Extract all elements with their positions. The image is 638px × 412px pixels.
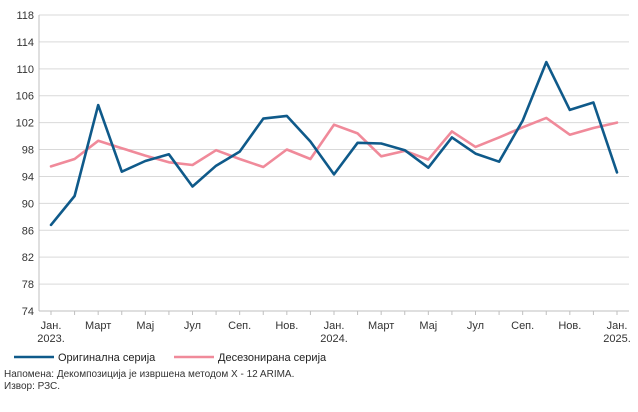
y-tick-102: 102 [16, 118, 34, 130]
x-tick-label: 2025. [603, 333, 631, 345]
x-tick-label: Јул [184, 320, 201, 332]
x-tick-labels: Јан.2023.Март Мај Јул Сеп. Нов. Јан.2024.Март… [37, 320, 631, 345]
x-tick-label: Мај [136, 320, 154, 332]
legend-label-0: Оригинална серија [58, 352, 156, 364]
y-tick-106: 106 [16, 91, 34, 103]
x-tick-label: Јан. [41, 320, 62, 332]
x-tick-label: Сеп. [228, 320, 251, 332]
series-line-0 [49, 60, 619, 227]
y-tick-110: 110 [16, 64, 34, 76]
x-tick-label: Јул [467, 320, 484, 332]
note-text: Напомена: Декомпозиција је извршена мето… [4, 369, 295, 380]
x-tick-label: Нов. [558, 320, 581, 332]
x-tick-label: Јан. [607, 320, 628, 332]
y-tick-90: 90 [22, 198, 34, 210]
x-tick-label: Март [368, 320, 394, 332]
x-tick-label: Мај [419, 320, 437, 332]
axes [38, 15, 629, 315]
legend-label-1: Десезонирана серија [218, 352, 327, 364]
y-tick-86: 86 [22, 225, 34, 237]
legend: Оригинална серија Десезонирана серија [14, 352, 327, 364]
y-tick-118: 118 [16, 10, 34, 22]
x-tick-label: Јан. [324, 320, 345, 332]
series-line-1 [49, 116, 619, 169]
x-tick-label: 2023. [37, 333, 65, 345]
y-tick-94: 94 [22, 171, 34, 183]
y-tick-114: 114 [16, 37, 34, 49]
x-tick-label: Нов. [275, 320, 298, 332]
y-tick-98: 98 [22, 145, 34, 157]
series-lines [49, 60, 619, 227]
y-tick-74: 74 [22, 306, 34, 318]
gridlines [39, 14, 629, 312]
x-tick-label: 2024. [320, 333, 348, 345]
x-tick-label: Март [85, 320, 111, 332]
source-text: Извор: РЗС. [4, 381, 61, 392]
x-tick-label: Сеп. [511, 320, 534, 332]
y-tick-labels: 74 78 82 86 90 94 98 102 106 110 114 118 [16, 10, 34, 318]
y-tick-82: 82 [22, 252, 34, 264]
y-tick-78: 78 [22, 279, 34, 291]
